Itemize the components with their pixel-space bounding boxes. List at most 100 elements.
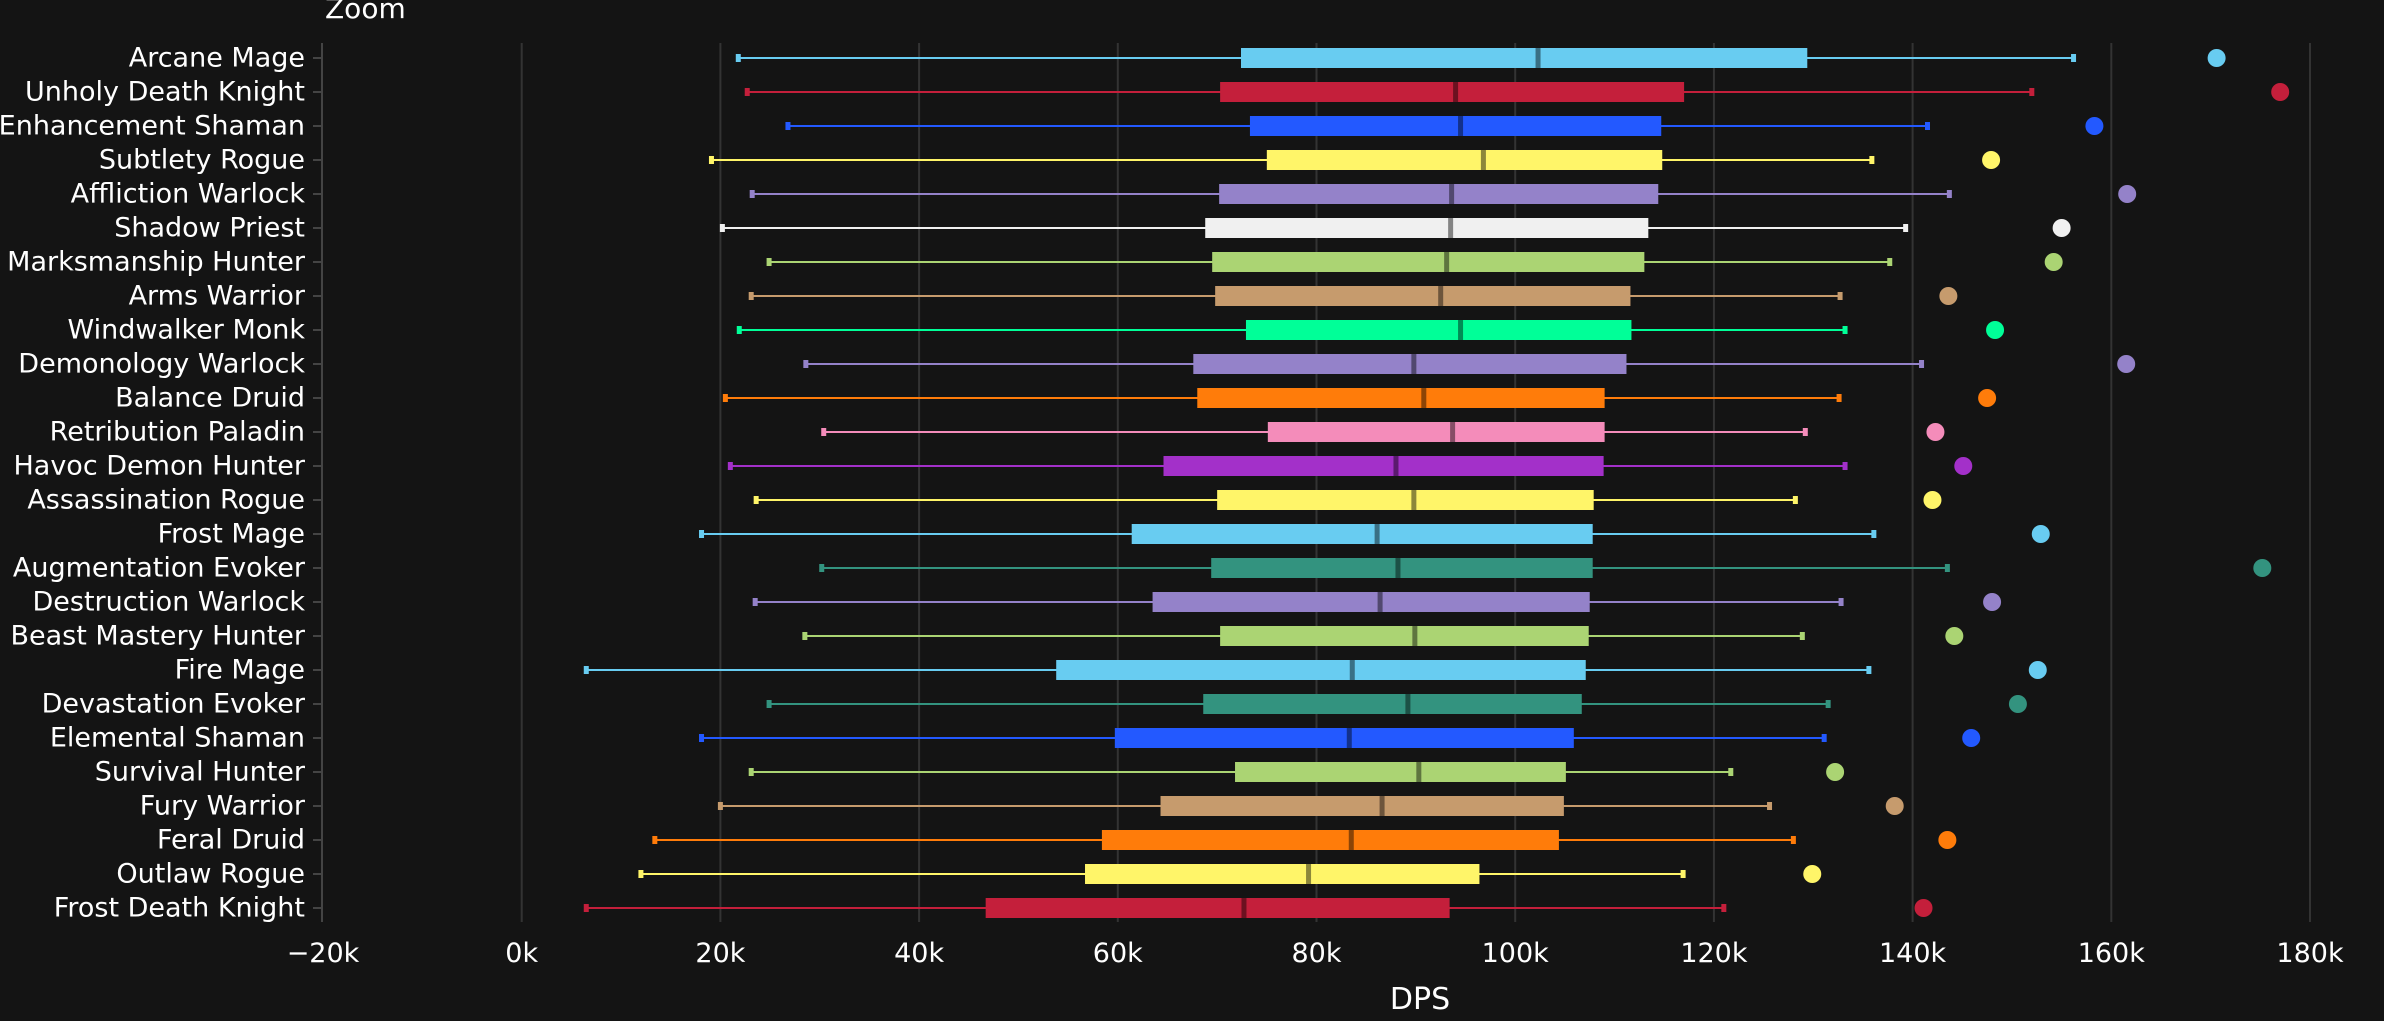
- iqr-box: [1101, 830, 1559, 850]
- whisker-cap-min: [802, 632, 808, 640]
- x-tick-label: −20k: [287, 938, 360, 969]
- iqr-box: [1220, 82, 1685, 102]
- median-mark: [1412, 626, 1418, 646]
- category-label: Unholy Death Knight: [25, 77, 305, 108]
- category-label: Frost Mage: [158, 519, 305, 550]
- whisker-cap-min: [583, 666, 589, 674]
- category-label: Arms Warrior: [129, 281, 306, 312]
- box-shadow-priest[interactable]: [719, 218, 2071, 238]
- category-label: Beast Mastery Hunter: [10, 621, 305, 652]
- outlier-point: [1945, 627, 1964, 645]
- outlier-point: [1962, 729, 1981, 747]
- whisker-cap-min: [749, 190, 755, 198]
- category-label: Enhancement Shaman: [0, 111, 305, 142]
- box-havoc-demon-hunter[interactable]: [727, 456, 1973, 476]
- outlier-point: [2253, 559, 2272, 577]
- box-retribution-paladin[interactable]: [821, 422, 1945, 442]
- whisker-cap-min: [708, 156, 714, 164]
- whisker-cap-min: [727, 462, 733, 470]
- box-demonology-warlock[interactable]: [803, 354, 2136, 374]
- box-fire-mage[interactable]: [583, 660, 2047, 680]
- box-windwalker-monk[interactable]: [736, 320, 2005, 340]
- outlier-point: [2008, 695, 2027, 713]
- iqr-box: [1217, 490, 1594, 510]
- median-mark: [1241, 898, 1247, 918]
- whisker-cap-max: [1842, 326, 1848, 334]
- whisker-cap-min: [717, 802, 723, 810]
- x-tick-label: 120k: [1680, 938, 1748, 969]
- category-label: Devastation Evoker: [42, 689, 306, 720]
- iqr-box: [1219, 184, 1659, 204]
- outlier-point: [2031, 525, 2050, 543]
- whisker-cap-min: [766, 700, 772, 708]
- whisker-cap-max: [1821, 734, 1827, 742]
- iqr-box: [1212, 252, 1645, 272]
- box-marksmanship-hunter[interactable]: [766, 252, 2063, 272]
- median-mark: [1535, 48, 1541, 68]
- box-survival-hunter[interactable]: [748, 762, 1845, 782]
- outlier-point: [1983, 593, 2002, 611]
- iqr-box: [1245, 320, 1632, 340]
- box-feral-druid[interactable]: [652, 830, 1957, 850]
- category-label: Subtlety Rogue: [99, 145, 305, 176]
- category-label: Feral Druid: [157, 825, 305, 856]
- outlier-point: [2117, 355, 2136, 373]
- box-fury-warrior[interactable]: [717, 796, 1904, 816]
- box-balance-druid[interactable]: [722, 388, 1997, 408]
- category-label: Fury Warrior: [140, 791, 306, 822]
- box-assassination-rogue[interactable]: [753, 490, 1942, 510]
- box-outlaw-rogue[interactable]: [638, 864, 1822, 884]
- outlier-point: [2028, 661, 2047, 679]
- box-devastation-evoker[interactable]: [766, 694, 2027, 714]
- box-augmentation-evoker[interactable]: [819, 558, 2272, 578]
- box-frost-death-knight[interactable]: [583, 898, 1933, 918]
- median-mark: [1377, 592, 1383, 612]
- zoom-label[interactable]: Zoom: [325, 0, 406, 25]
- iqr-box: [1205, 218, 1649, 238]
- iqr-box: [1240, 48, 1808, 68]
- x-tick-label: 140k: [1879, 938, 1947, 969]
- median-mark: [1346, 728, 1352, 748]
- outlier-point: [1926, 423, 1945, 441]
- whisker-cap-max: [1799, 632, 1805, 640]
- box-enhancement-shaman[interactable]: [785, 116, 2104, 136]
- iqr-box: [1193, 354, 1627, 374]
- median-mark: [1349, 660, 1355, 680]
- outlier-point: [1954, 457, 1973, 475]
- category-label: Frost Death Knight: [54, 893, 305, 924]
- median-mark: [1438, 286, 1444, 306]
- box-subtlety-rogue[interactable]: [708, 150, 2001, 170]
- outlier-point: [1938, 831, 1957, 849]
- whisker-cap-max: [1842, 462, 1848, 470]
- outlier-point: [1978, 389, 1997, 407]
- whisker-cap-max: [1767, 802, 1773, 810]
- box-beast-mastery-hunter[interactable]: [802, 626, 1964, 646]
- whisker-cap-min: [736, 326, 742, 334]
- box-destruction-warlock[interactable]: [752, 592, 2002, 612]
- box-affliction-warlock[interactable]: [749, 184, 2137, 204]
- median-mark: [1444, 252, 1450, 272]
- category-label: Arcane Mage: [129, 43, 305, 74]
- median-mark: [1480, 150, 1486, 170]
- median-mark: [1306, 864, 1312, 884]
- box-arcane-mage[interactable]: [735, 48, 2226, 68]
- whisker-cap-max: [1836, 394, 1842, 402]
- box-frost-mage[interactable]: [699, 524, 2050, 544]
- whisker-cap-min: [785, 122, 791, 130]
- whisker-cap-min: [766, 258, 772, 266]
- category-label: Survival Hunter: [95, 757, 306, 788]
- median-mark: [1374, 524, 1380, 544]
- box-arms-warrior[interactable]: [748, 286, 1958, 306]
- box-unholy-death-knight[interactable]: [744, 82, 2290, 102]
- median-mark: [1416, 762, 1422, 782]
- whisker-cap-max: [1866, 666, 1872, 674]
- median-mark: [1421, 388, 1427, 408]
- outlier-point: [1826, 763, 1845, 781]
- iqr-box: [1085, 864, 1480, 884]
- category-label: Shadow Priest: [114, 213, 305, 244]
- whisker-cap-min: [722, 394, 728, 402]
- box-elemental-shaman[interactable]: [699, 728, 1981, 748]
- median-mark: [1458, 116, 1464, 136]
- category-label: Demonology Warlock: [18, 349, 305, 380]
